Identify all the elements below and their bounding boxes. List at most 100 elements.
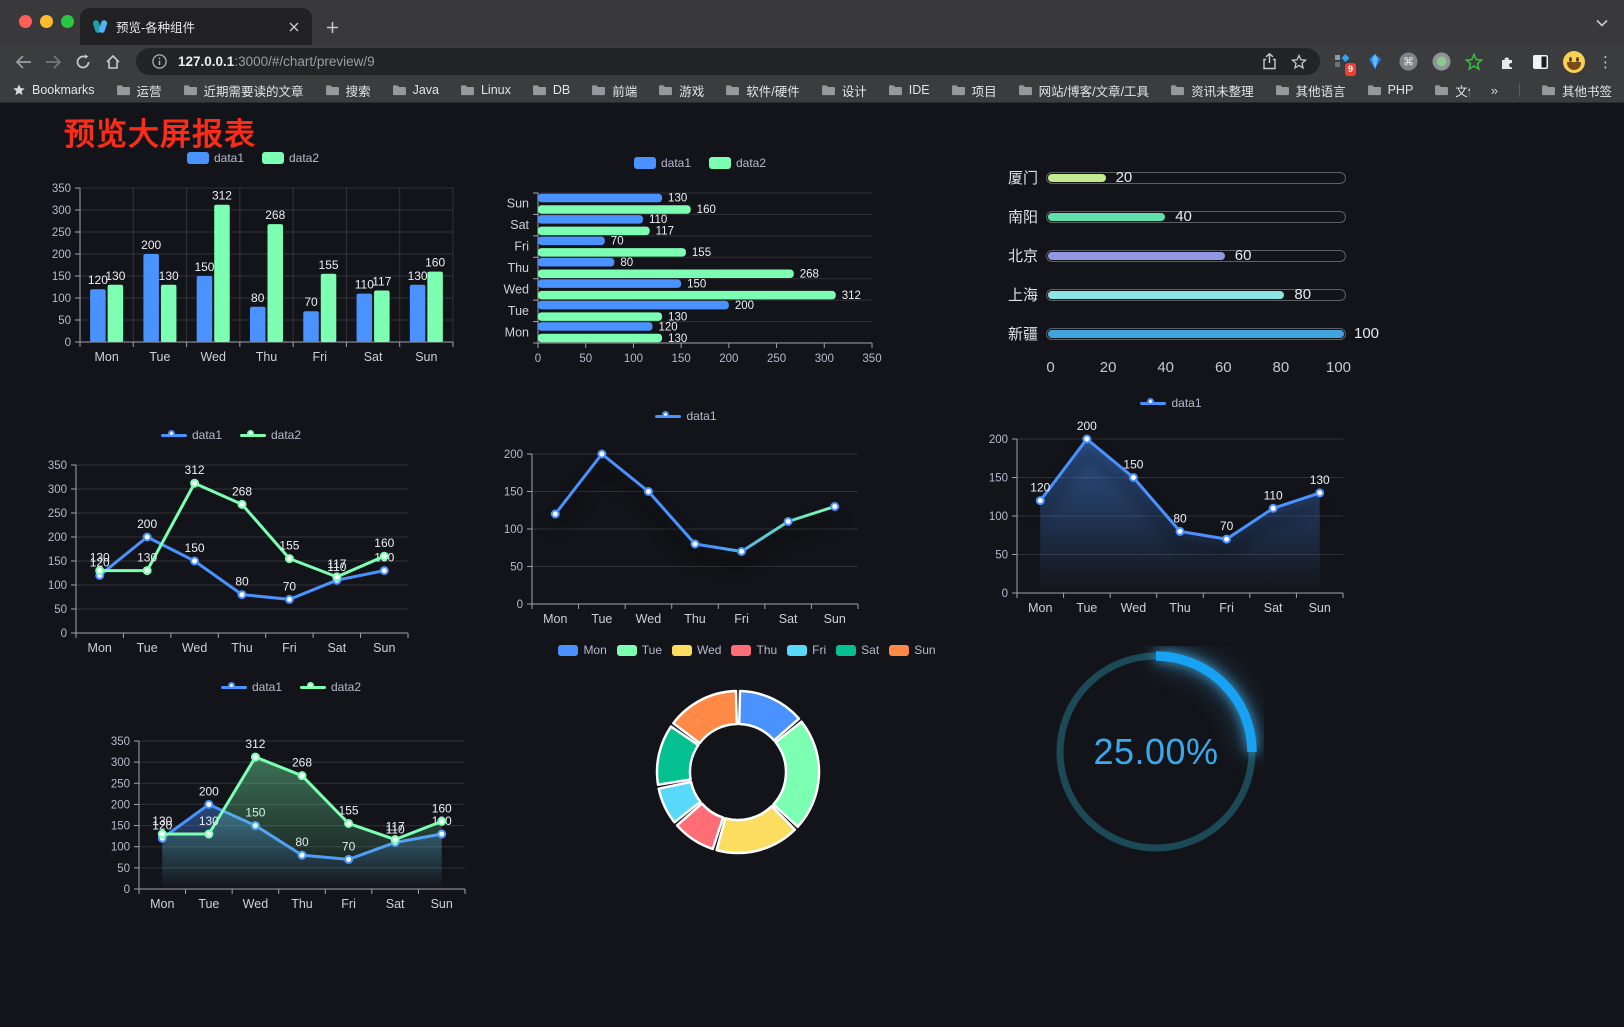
- bookmark-folder-Java[interactable]: Java: [392, 81, 439, 100]
- svg-text:130: 130: [105, 269, 125, 283]
- progress-row-北京[interactable]: 北京 60: [996, 236, 1346, 275]
- bookmark-folder-项目[interactable]: 项目: [951, 81, 997, 100]
- bookmark-folder-近期需要读的文章[interactable]: 近期需要读的文章: [183, 81, 304, 100]
- site-info-icon[interactable]: [148, 51, 170, 73]
- forward-button[interactable]: [40, 49, 66, 75]
- url-bar[interactable]: 127.0.0.1:3000/#/chart/preview/9: [136, 48, 1320, 75]
- bookmark-folder-搜索[interactable]: 搜索: [325, 81, 371, 100]
- bookmark-folder-游戏[interactable]: 游戏: [658, 81, 704, 100]
- progress-row-新疆[interactable]: 新疆 100: [996, 314, 1379, 353]
- legend-item-Sat[interactable]: Sat: [836, 643, 879, 657]
- legend-item-Wed[interactable]: Wed: [672, 643, 721, 657]
- extension-gem-icon[interactable]: [1365, 52, 1385, 72]
- bookmark-folder-网站/博客/文章/工具[interactable]: 网站/博客/文章/工具: [1018, 81, 1149, 100]
- legend-line-marker: [1140, 397, 1167, 409]
- bookmark-bookmarks[interactable]: Bookmarks: [12, 83, 95, 97]
- bookmark-folder-DB[interactable]: DB: [532, 81, 570, 100]
- bookmark-folder-资讯未整理[interactable]: 资讯未整理: [1170, 81, 1254, 100]
- progress-bar-chart[interactable]: 厦门 20 南阳 40 北京 60 上海 80 新疆 100 0 20 40 60 80 100: [996, 158, 1379, 379]
- pie-slice-Wed[interactable]: [715, 804, 797, 855]
- progress-row-厦门[interactable]: 厦门 20: [996, 158, 1346, 197]
- area-chart-two-series[interactable]: data1 data2 0 50 100 150 200 250 300 350 Mon Tue Wed…: [101, 677, 481, 930]
- gradient-line-canvas[interactable]: 0 50 100 150 200 Mon Tue Wed Thu Fri Sat Sun: [498, 428, 870, 634]
- svg-text:Fri: Fri: [734, 612, 749, 626]
- bookmark-folder-Linux[interactable]: Linux: [460, 81, 511, 100]
- new-tab-button[interactable]: [318, 13, 346, 41]
- back-button[interactable]: [10, 49, 36, 75]
- url-text[interactable]: 127.0.0.1:3000/#/chart/preview/9: [178, 54, 1250, 69]
- legend-item-data2[interactable]: data2: [262, 151, 319, 165]
- legend-item-data2[interactable]: data2: [300, 680, 361, 694]
- extension-star-icon[interactable]: [1464, 52, 1484, 72]
- extension-dot-icon[interactable]: [1431, 52, 1451, 72]
- reload-button[interactable]: [70, 49, 96, 75]
- legend-item-Thu[interactable]: Thu: [731, 643, 777, 657]
- pie-slice-Thu[interactable]: [675, 802, 725, 851]
- bookmark-folder-前端[interactable]: 前端: [591, 81, 637, 100]
- tab-close-icon[interactable]: [286, 19, 302, 35]
- bookmark-folder-软件/硬件[interactable]: 软件/硬件: [725, 81, 800, 100]
- legend-item-data1[interactable]: data1: [220, 680, 282, 694]
- pie-slice-Fri[interactable]: [657, 780, 702, 824]
- line-two-series-canvas[interactable]: 0 50 100 150 200 250 300 350 Mon Tue Wed Thu Fri Sat S…: [40, 447, 418, 669]
- progress-value: 40: [1175, 207, 1192, 225]
- grouped-bar-canvas[interactable]: 0 50 100 150 200 250 300 350 Mon Tue Wed Thu Fri Sat S…: [38, 170, 463, 376]
- donut-canvas[interactable]: [548, 662, 946, 942]
- pie-slice-Tue[interactable]: [772, 720, 821, 828]
- donut-chart[interactable]: Mon Tue Wed Thu Fri Sat Sun: [548, 640, 946, 947]
- legend-item-Mon[interactable]: Mon: [558, 643, 607, 657]
- extensions-puzzle-icon[interactable]: [1497, 52, 1517, 72]
- legend-item-data2[interactable]: data2: [240, 428, 301, 442]
- gradient-line-chart[interactable]: data1 0 50 100 150 200 Mon Tue Wed Thu Fri Sat Sun: [498, 406, 874, 639]
- legend-item-data2[interactable]: data2: [709, 156, 766, 170]
- legend-item-Fri[interactable]: Fri: [787, 643, 826, 657]
- extension-grid-icon[interactable]: 9: [1332, 52, 1356, 76]
- bookmarks-divider: [1518, 83, 1520, 97]
- extension-command-icon[interactable]: ⌘: [1398, 52, 1418, 72]
- gauge-chart[interactable]: 25.00%: [1048, 646, 1264, 867]
- horizontal-bar-canvas[interactable]: 0 50 100 150 200 250 300 350 Sun Sat Fri Thu Wed Tue M…: [500, 175, 896, 375]
- progress-row-南阳[interactable]: 南阳 40: [996, 197, 1346, 236]
- close-window-button[interactable]: [19, 15, 32, 28]
- svg-text:80: 80: [620, 257, 633, 269]
- bookmark-folder-PHP[interactable]: PHP: [1367, 81, 1413, 100]
- maximize-window-button[interactable]: [61, 15, 74, 28]
- line-chart-two-series[interactable]: data1 data2 0 50 100 150 200 250 300 350 Mon Tue Wed…: [40, 425, 422, 674]
- bookmark-folder-其他语言[interactable]: 其他语言: [1275, 81, 1346, 100]
- bookmark-folder-文件服务器[interactable]: 文件服务器: [1434, 81, 1470, 100]
- bookmarks-overflow-chevron[interactable]: »: [1490, 82, 1498, 98]
- legend-item-Sun[interactable]: Sun: [889, 643, 936, 657]
- pie-slice-Sun[interactable]: [672, 689, 739, 745]
- progress-axis-tick: 80: [1272, 359, 1290, 376]
- home-button[interactable]: [100, 49, 126, 75]
- progress-row-上海[interactable]: 上海 80: [996, 275, 1346, 314]
- extension-panel-icon[interactable]: [1530, 52, 1550, 72]
- share-icon[interactable]: [1258, 51, 1280, 73]
- horizontal-bar-chart[interactable]: data1 data2 0 50 100 150 200 250 300 350 Sun Sat Fri…: [500, 153, 900, 380]
- profile-avatar[interactable]: [1563, 50, 1585, 73]
- bookmark-folder-label: 游戏: [679, 84, 705, 99]
- minimize-window-button[interactable]: [40, 15, 53, 28]
- bookmark-star-icon[interactable]: [1288, 51, 1310, 73]
- legend-item-data1[interactable]: data1: [1140, 396, 1202, 410]
- legend-item-data1[interactable]: data1: [655, 409, 717, 423]
- bookmark-folder-运营[interactable]: 运营: [116, 81, 162, 100]
- legend-item-data1[interactable]: data1: [160, 428, 222, 442]
- bookmark-folder-设计[interactable]: 设计: [821, 81, 867, 100]
- area-chart-one-series[interactable]: data1 0 50 100 150 200 Mon Tue Wed Thu Fri Sat Sun 12…: [983, 393, 1359, 628]
- gauge-canvas[interactable]: 25.00%: [1048, 646, 1264, 862]
- legend-item-Tue[interactable]: Tue: [616, 643, 662, 657]
- pie-slice-Sat[interactable]: [655, 725, 700, 786]
- browser-menu-button[interactable]: ⋮: [1598, 53, 1613, 71]
- browser-tab[interactable]: 预览-各种组件: [80, 8, 312, 45]
- legend-item-data1[interactable]: data1: [633, 156, 691, 170]
- legend-item-data1[interactable]: data1: [186, 151, 244, 165]
- tab-search-chevron-icon[interactable]: [1596, 14, 1608, 32]
- svg-text:117: 117: [656, 226, 674, 238]
- area-two-series-canvas[interactable]: 0 50 100 150 200 250 300 350 Mon Tue Wed Thu Fri Sat S…: [101, 699, 477, 925]
- grouped-bar-chart[interactable]: data1 data2 0 50 100 150 200 250 300 350 Mon Tue Wed…: [38, 148, 468, 381]
- bookmark-folder-IDE[interactable]: IDE: [888, 81, 930, 100]
- other-bookmarks-folder[interactable]: 其他书签: [1541, 81, 1612, 100]
- pie-slice-Mon[interactable]: [737, 689, 801, 742]
